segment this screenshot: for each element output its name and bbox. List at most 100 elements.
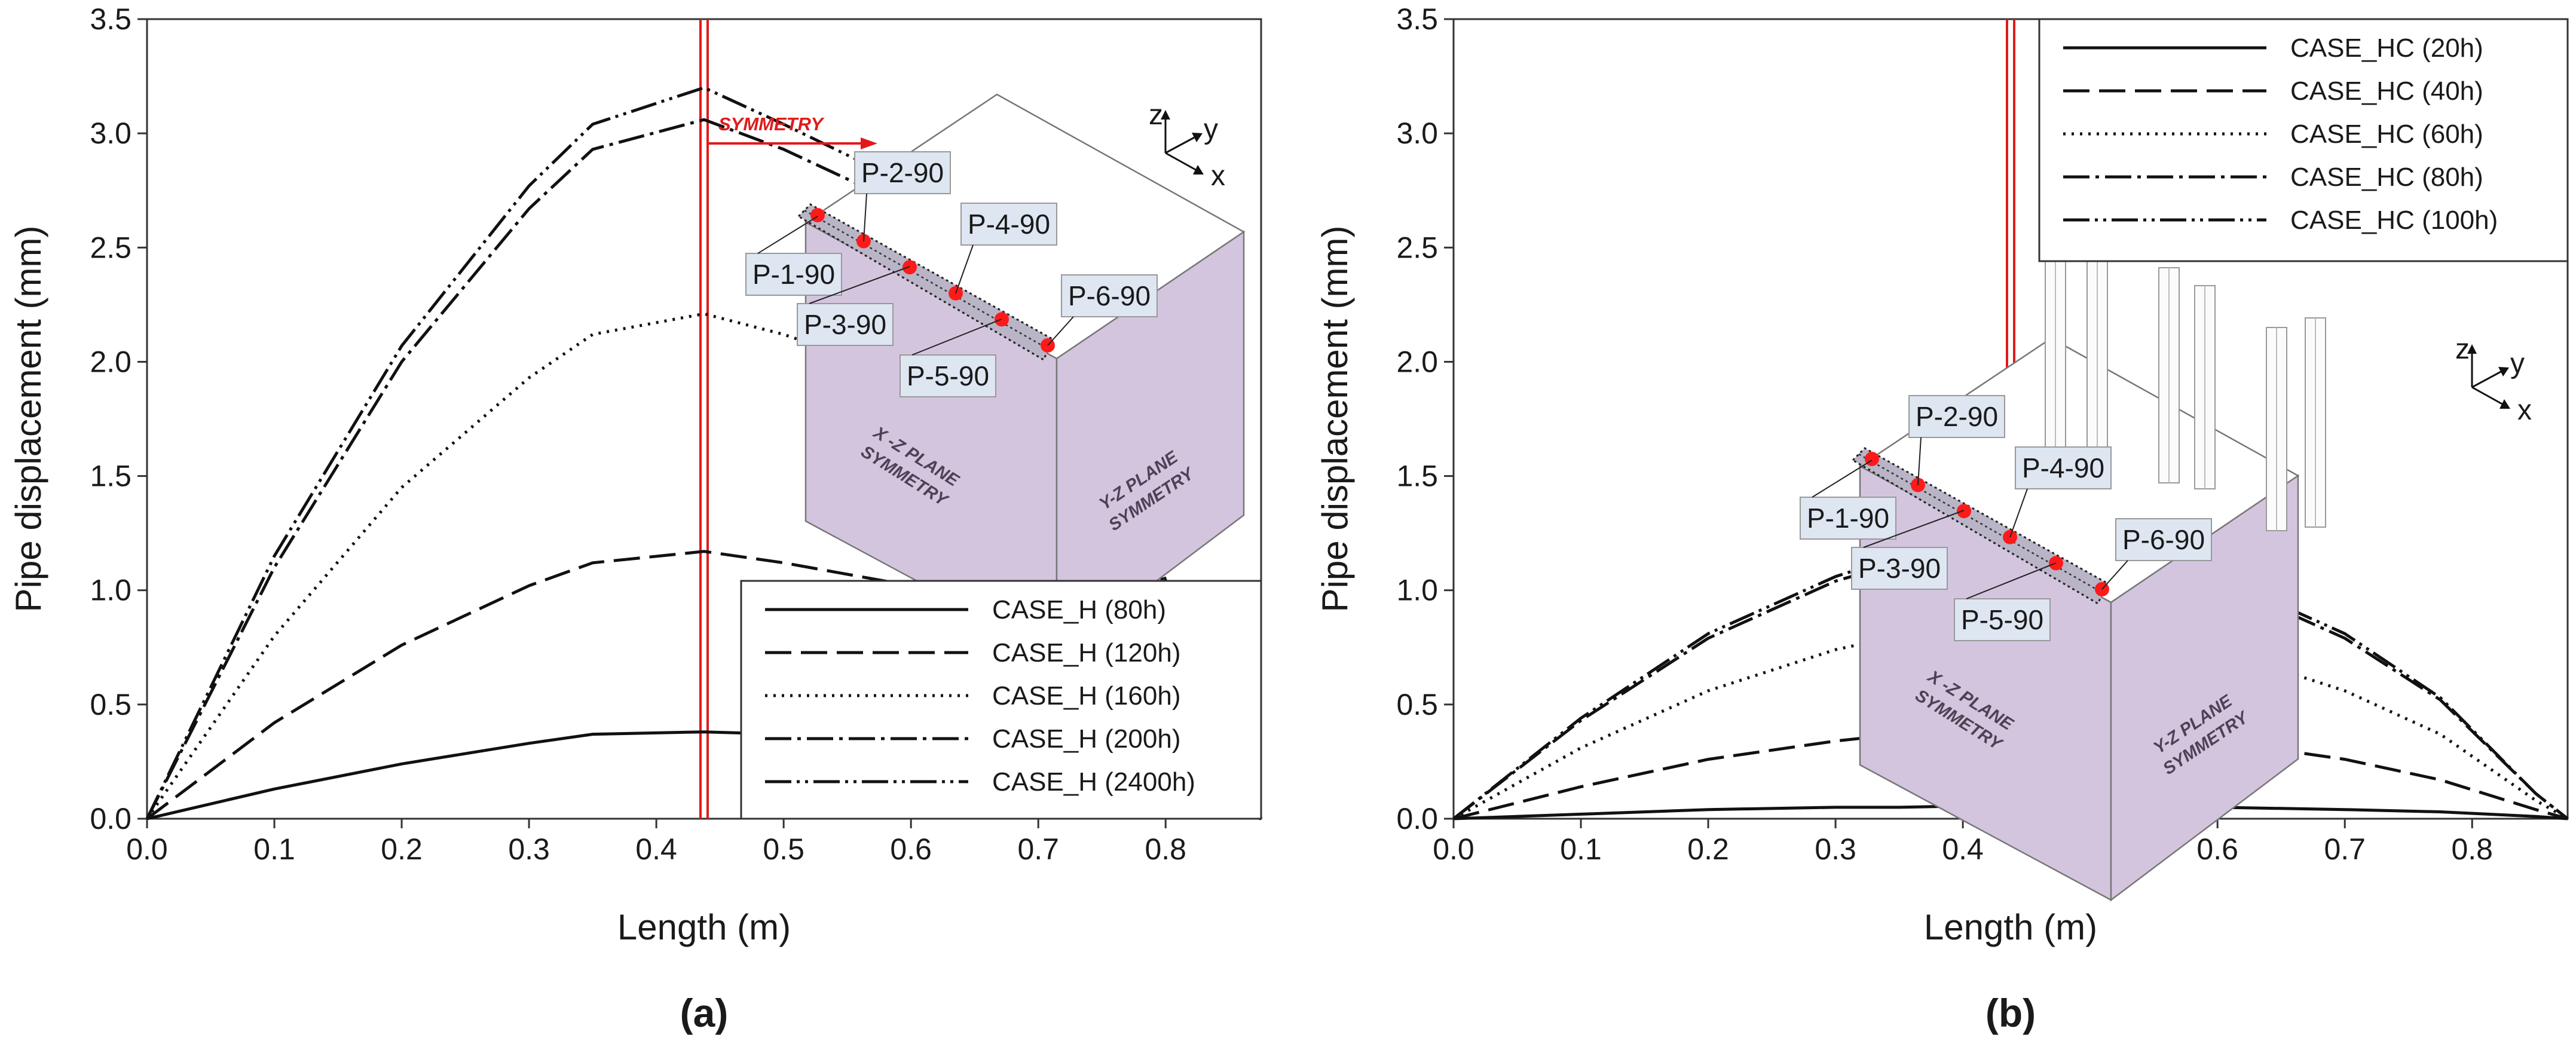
legend-label: CASE_HC (20h)	[2290, 33, 2483, 63]
axis-triad-x	[2471, 386, 2505, 406]
point-label-box	[1908, 395, 2005, 438]
x-tick-label: 0.2	[1687, 832, 1729, 866]
symmetry-label: SYMMETRY	[718, 114, 825, 134]
point-leader	[1863, 510, 1965, 548]
point-leader	[757, 216, 818, 254]
point-label: P-1-90	[752, 259, 835, 290]
point-label-box	[960, 203, 1057, 246]
legend-label: CASE_H (160h)	[992, 681, 1180, 711]
axis-letter-y: y	[1204, 114, 1218, 145]
point-label-box	[745, 253, 842, 296]
axis-letter-z: z	[2455, 333, 2470, 365]
legend-box	[740, 580, 1262, 820]
y-tick-label: 2.5	[1396, 231, 1438, 264]
point-label: P-5-90	[1961, 604, 2043, 635]
axis-triad-z-head	[2467, 344, 2477, 354]
x-tick-label: 0.1	[1560, 832, 1602, 866]
point-label: P-2-90	[1916, 401, 1998, 432]
x-tick-label: 0.7	[2324, 832, 2366, 866]
x-tick-label: 0.7	[1017, 832, 1059, 866]
point-label-box	[1800, 497, 1896, 540]
point-label: P-3-90	[804, 309, 886, 340]
axis-triad-x	[1165, 152, 1198, 172]
point-leader	[863, 193, 867, 242]
point-leader	[2009, 488, 2028, 538]
point-label-box	[2015, 446, 2112, 489]
point-leader	[911, 319, 1002, 356]
series-line-dash	[1453, 728, 2568, 821]
symmetry-arrowhead	[861, 137, 877, 149]
x-tick-label: 0.5	[763, 832, 804, 866]
x-tick-label: 0.6	[890, 832, 932, 866]
point-leader	[1966, 562, 2057, 599]
point-label-box	[854, 151, 951, 194]
point-label: P-6-90	[2122, 524, 2205, 555]
point-label: P-4-90	[2022, 452, 2104, 483]
y-tick-label: 0.0	[90, 802, 131, 835]
measurement-point-marker	[1865, 452, 1879, 466]
x-tick-label: 0.1	[253, 832, 295, 866]
point-label: P-2-90	[861, 157, 944, 188]
point-label: P-3-90	[1858, 553, 1941, 584]
measurement-point-marker	[902, 260, 917, 275]
point-label: P-1-90	[1807, 503, 1889, 534]
y-tick-label: 2.0	[1396, 345, 1438, 378]
point-label-box	[2115, 518, 2212, 561]
inset-pipe-centerline	[1858, 453, 2103, 594]
measurement-point-marker	[1957, 504, 1971, 519]
measurement-point-marker	[810, 208, 825, 222]
panel-label: (b)	[1985, 991, 2036, 1035]
inset-yz-plane	[1056, 230, 1245, 658]
series-line-dash	[146, 550, 1262, 820]
point-leader	[1917, 437, 1922, 486]
x-tick-label: 0.4	[635, 832, 677, 866]
x-tick-label: 0.2	[381, 832, 423, 866]
y-tick-label: 0.5	[1396, 688, 1438, 721]
x-tick-label: 0.3	[1815, 832, 1856, 866]
point-label: P-5-90	[907, 360, 989, 391]
point-label: P-6-90	[1068, 280, 1151, 311]
point-leader	[1047, 316, 1074, 346]
point-label-box	[1851, 547, 1948, 590]
point-label-box	[1061, 274, 1158, 317]
axis-triad-x-head	[2499, 399, 2510, 409]
axis-triad-y-head	[2498, 367, 2509, 376]
y-tick-label: 3.0	[90, 117, 131, 150]
inset-yz-plane	[2110, 474, 2299, 902]
y-tick-label: 1.5	[90, 460, 131, 493]
axis-triad-y	[1165, 135, 1197, 154]
y-tick-label: 1.5	[1396, 460, 1438, 493]
x-tick-label: 0.0	[1433, 832, 1474, 866]
legend-label: CASE_HC (100h)	[2290, 206, 2498, 235]
axis-letter-x: x	[1211, 160, 1225, 192]
axis-letter-z: z	[1149, 99, 1163, 131]
x-tick-label: 0.3	[508, 832, 550, 866]
x-tick-label: 0.6	[2196, 832, 2238, 866]
legend-label: CASE_H (120h)	[992, 638, 1180, 668]
y-tick-label: 3.0	[1396, 117, 1438, 150]
y-tick-label: 3.5	[90, 2, 131, 36]
point-label-box	[797, 303, 894, 346]
plot-frame	[146, 18, 1262, 820]
x-tick-label: 0.8	[2451, 832, 2493, 866]
axis-triad-z-head	[1161, 110, 1170, 120]
inset-pipe-centerline	[804, 209, 1049, 350]
series-line-dashdotdot	[1452, 543, 2569, 820]
axis-letter-x: x	[2517, 394, 2532, 426]
point-leader	[809, 266, 910, 304]
axis-triad-y-head	[1192, 133, 1203, 142]
legend-label: CASE_H (80h)	[992, 595, 1166, 624]
x-tick-label: 0.0	[126, 832, 168, 866]
y-axis-title: Pipe displacement (mm)	[8, 226, 48, 613]
point-leader	[955, 244, 974, 294]
axis-letter-y: y	[2510, 348, 2525, 379]
axis-triad-y	[2471, 369, 2504, 388]
y-tick-label: 0.5	[90, 688, 131, 721]
legend-label: CASE_H (200h)	[992, 724, 1180, 754]
y-axis-title: Pipe displacement (mm)	[1315, 226, 1355, 613]
y-tick-label: 0.0	[1396, 802, 1438, 835]
point-leader	[1812, 460, 1873, 498]
legend-label: CASE_HC (40h)	[2290, 76, 2483, 106]
point-label: P-4-90	[968, 209, 1050, 240]
